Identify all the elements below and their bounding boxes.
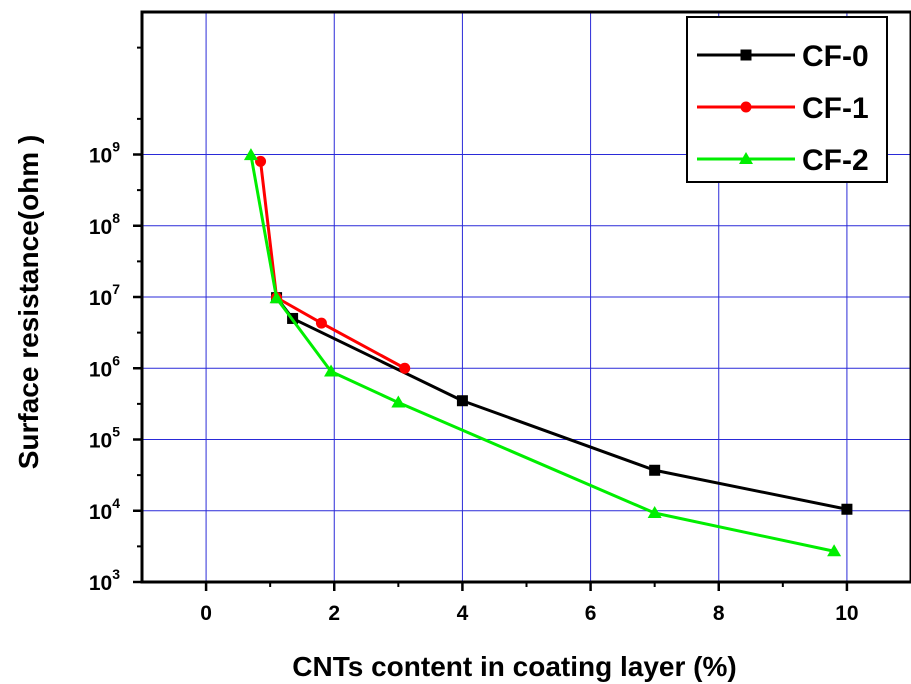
series-line	[275, 296, 848, 511]
y-tick-exponent: 3	[112, 566, 120, 582]
legend-label: CF-0	[802, 40, 869, 73]
series-cf-0	[271, 292, 853, 515]
y-tick-base: 10	[89, 216, 112, 239]
series-cf-2	[243, 148, 842, 557]
y-tick-base: 10	[89, 572, 112, 595]
axis-ticks	[133, 46, 849, 591]
legend-label: CF-1	[802, 92, 869, 125]
x-axis-tick-labels: 0 2 4 6 8 10	[200, 602, 858, 625]
x-tick-label: 6	[585, 602, 597, 625]
data-point-triangle	[827, 544, 842, 557]
legend-entry-cf-2: CF-2	[697, 144, 869, 177]
data-point-circle	[255, 155, 267, 167]
data-point-square	[740, 49, 752, 61]
data-point-triangle	[269, 291, 284, 304]
x-tick-label: 0	[200, 602, 212, 625]
data-point-circle	[740, 101, 752, 113]
y-tick-exponent: 7	[112, 281, 120, 297]
legend-box	[686, 16, 888, 183]
x-axis-title: CNTs content in coating layer (%)	[292, 651, 736, 682]
data-point-circle	[399, 362, 411, 374]
y-tick-exponent: 6	[112, 352, 120, 368]
y-tick-label: 106	[89, 352, 120, 381]
y-tick-label: 103	[89, 566, 120, 595]
y-axis-title: Surface resistance(ohm )	[13, 135, 44, 470]
data-point-triangle	[391, 395, 406, 408]
data-point-square	[649, 464, 661, 476]
series-cf-1	[255, 155, 411, 374]
legend: CF-0 CF-1 CF-2	[686, 16, 888, 183]
data-point-triangle	[647, 505, 662, 518]
legend-label: CF-2	[802, 144, 869, 177]
y-tick-label: 108	[89, 210, 120, 239]
data-point-triangle	[243, 148, 258, 161]
data-point-triangle	[324, 364, 339, 377]
y-tick-exponent: 5	[112, 424, 120, 440]
data-point-triangle	[739, 152, 753, 164]
y-tick-base: 10	[89, 287, 112, 310]
legend-entry-cf-1: CF-1	[697, 92, 869, 125]
y-tick-label: 104	[89, 495, 120, 524]
y-tick-exponent: 8	[112, 210, 120, 226]
legend-entry-cf-0: CF-0	[697, 40, 869, 73]
data-point-circle	[315, 317, 327, 329]
x-tick-label: 2	[328, 602, 340, 625]
series-line	[259, 161, 406, 370]
series-layer	[243, 148, 853, 557]
y-tick-base: 10	[89, 358, 112, 381]
y-tick-exponent: 4	[112, 495, 120, 511]
y-tick-label: 105	[89, 424, 120, 453]
y-tick-label: 109	[89, 139, 120, 168]
x-tick-label: 4	[457, 602, 469, 625]
data-point-square	[841, 503, 853, 515]
series-line	[249, 154, 835, 553]
y-tick-base: 10	[89, 145, 112, 168]
y-tick-label: 107	[89, 281, 120, 310]
x-tick-label: 8	[713, 602, 725, 625]
data-point-square	[456, 395, 468, 407]
y-tick-exponent: 9	[112, 139, 120, 155]
x-tick-label: 10	[835, 602, 858, 625]
y-tick-base: 10	[89, 501, 112, 524]
y-tick-base: 10	[89, 430, 112, 453]
